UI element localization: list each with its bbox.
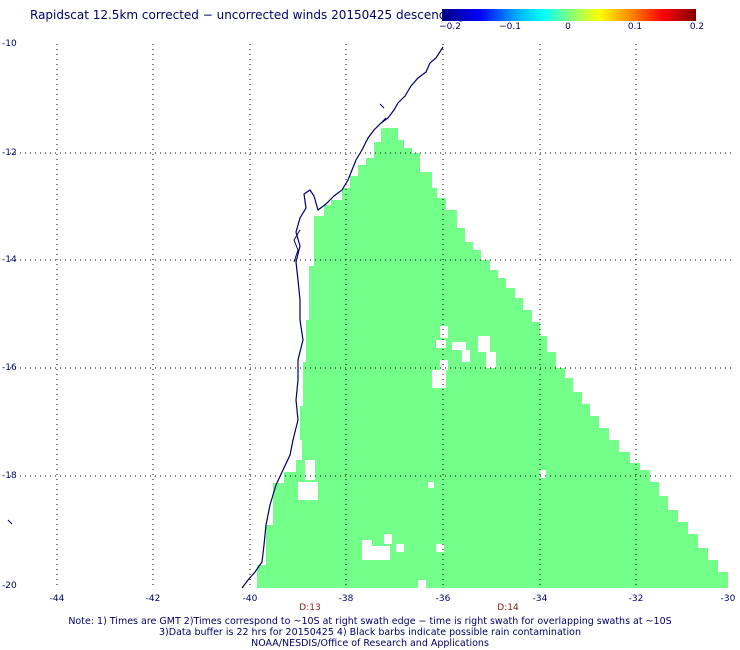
lat-label: -16 — [2, 363, 17, 373]
colorbar-tick: 0 — [565, 22, 571, 32]
time-label: D:13 — [299, 603, 321, 613]
coastline-islands — [7, 103, 387, 525]
lon-label: -44 — [49, 594, 65, 604]
lat-label: -10 — [2, 39, 17, 49]
note-line: NOAA/NESDIS/Office of Research and Appli… — [251, 638, 489, 649]
time-label: D:14 — [497, 603, 519, 613]
colorbar-tick: 0.2 — [689, 22, 705, 32]
lat-label: -18 — [2, 471, 17, 481]
lon-label: -40 — [242, 594, 258, 604]
lon-label: -38 — [338, 594, 354, 604]
lon-label: -32 — [628, 594, 644, 604]
lon-label: -34 — [532, 594, 548, 604]
map-title: Rapidscat 12.5km corrected − uncorrected… — [30, 8, 465, 22]
lat-label: -20 — [2, 581, 17, 591]
lon-label: -42 — [145, 594, 161, 604]
lat-label: -14 — [2, 255, 17, 265]
lat-label: -12 — [2, 148, 17, 158]
colorbar-tick: −0.1 — [499, 22, 521, 32]
footnotes: Note: 1) Times are GMT 2)Times correspon… — [0, 616, 740, 649]
lon-label: -30 — [720, 594, 736, 604]
swath-gaps — [296, 326, 546, 588]
note-line: Note: 1) Times are GMT 2)Times correspon… — [68, 616, 672, 627]
grid-lines — [10, 44, 733, 588]
lon-label: -36 — [435, 594, 451, 604]
colorbar-tick: −0.2 — [439, 22, 461, 32]
colorbar — [442, 9, 696, 21]
swath-region — [257, 128, 728, 588]
colorbar-tick: 0.1 — [627, 22, 643, 32]
note-line: 3)Data buffer is 22 hrs for 20150425 4) … — [159, 627, 581, 638]
coastline — [241, 46, 444, 589]
